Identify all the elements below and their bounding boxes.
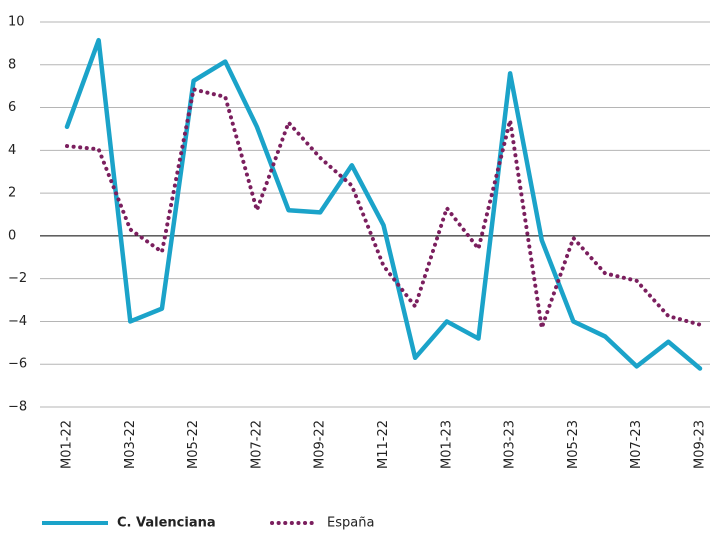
y-tick-label: 6 — [8, 100, 16, 115]
x-tick-label: M05-22 — [186, 420, 201, 469]
y-tick-label: 10 — [8, 15, 25, 30]
x-tick-label: M01-22 — [60, 420, 75, 469]
series-line — [64, 37, 703, 371]
x-tick-label: M01-23 — [439, 420, 454, 469]
y-tick-label: −6 — [8, 357, 27, 372]
y-tick-label: −8 — [8, 400, 27, 415]
legend-label: España — [327, 516, 374, 531]
x-tick-label: M07-22 — [249, 420, 264, 469]
y-tick-label: 2 — [8, 186, 16, 201]
x-tick-label: M09-22 — [313, 420, 328, 469]
y-tick-label: 8 — [8, 57, 16, 72]
x-tick-label: M07-23 — [629, 420, 644, 469]
y-tick-label: 4 — [8, 143, 16, 158]
series-line — [65, 87, 702, 330]
x-tick-label: M11-22 — [376, 420, 391, 469]
y-tick-label: −4 — [8, 314, 27, 329]
y-tick-label: −2 — [8, 271, 27, 286]
x-tick-label: M03-23 — [503, 420, 518, 469]
legend-label: C. Valenciana — [117, 516, 216, 531]
x-tick-label: M03-22 — [123, 420, 138, 469]
x-tick-label: M09-23 — [693, 420, 708, 469]
x-tick-label: M05-23 — [566, 420, 581, 469]
y-tick-label: 0 — [8, 228, 16, 243]
